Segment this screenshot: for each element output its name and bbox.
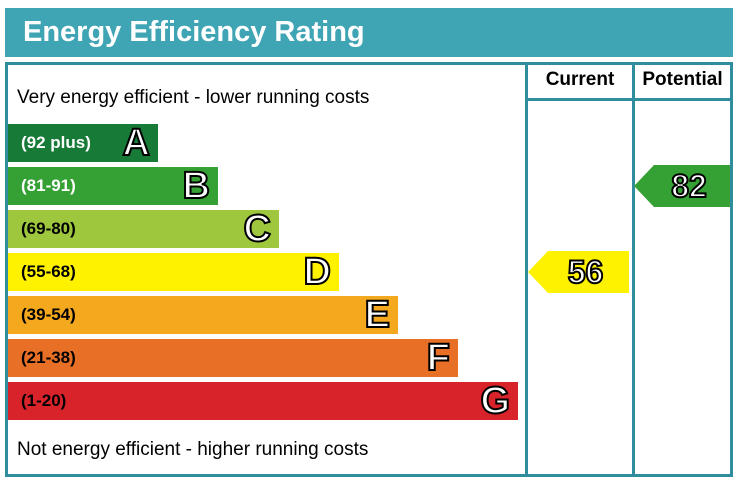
potential-rating-arrow: 82 <box>634 165 730 207</box>
band-g-range-label: (1-20) <box>21 391 67 410</box>
band-b-range-label: (81-91) <box>21 176 76 195</box>
band-d-range-label: (55-68) <box>21 262 76 281</box>
band-a-letter: A <box>122 122 151 164</box>
band-a: (92 plus) A <box>8 122 158 164</box>
band-e-letter: E <box>364 294 391 336</box>
band-b-letter: B <box>182 165 211 207</box>
band-g-letter: G <box>479 380 511 422</box>
top-caption: Very energy efficient - lower running co… <box>17 87 370 108</box>
current-column-header: Current <box>545 69 615 90</box>
band-f: (21-38) F <box>8 337 458 379</box>
potential-column-header: Potential <box>642 69 723 90</box>
band-e-range-label: (39-54) <box>21 305 76 324</box>
bottom-caption: Not energy efficient - higher running co… <box>17 439 369 460</box>
current-rating-value: 56 <box>567 253 605 291</box>
band-e: (39-54) E <box>8 294 398 336</box>
chart-title: Energy Efficiency Rating <box>23 16 365 48</box>
band-g: (1-20) G <box>8 380 518 422</box>
band-b: (81-91) B <box>8 165 218 207</box>
band-c-letter: C <box>243 208 272 250</box>
potential-rating-value: 82 <box>670 167 708 205</box>
column-header-underline <box>525 98 730 101</box>
current-column-divider <box>525 65 528 474</box>
current-rating-arrow: 56 <box>528 251 629 293</box>
rating-chart-area: Current Potential Very energy efficient … <box>5 62 733 477</box>
potential-column-divider <box>632 65 635 474</box>
band-c-range-label: (69-80) <box>21 219 76 238</box>
band-c: (69-80) C <box>8 208 279 250</box>
band-a-range-label: (92 plus) <box>21 133 91 152</box>
band-f-range-label: (21-38) <box>21 348 76 367</box>
band-d: (55-68) D <box>8 251 339 293</box>
band-f-letter: F <box>426 337 451 379</box>
chart-title-bar: Energy Efficiency Rating <box>5 8 733 57</box>
band-d-letter: D <box>303 251 332 293</box>
